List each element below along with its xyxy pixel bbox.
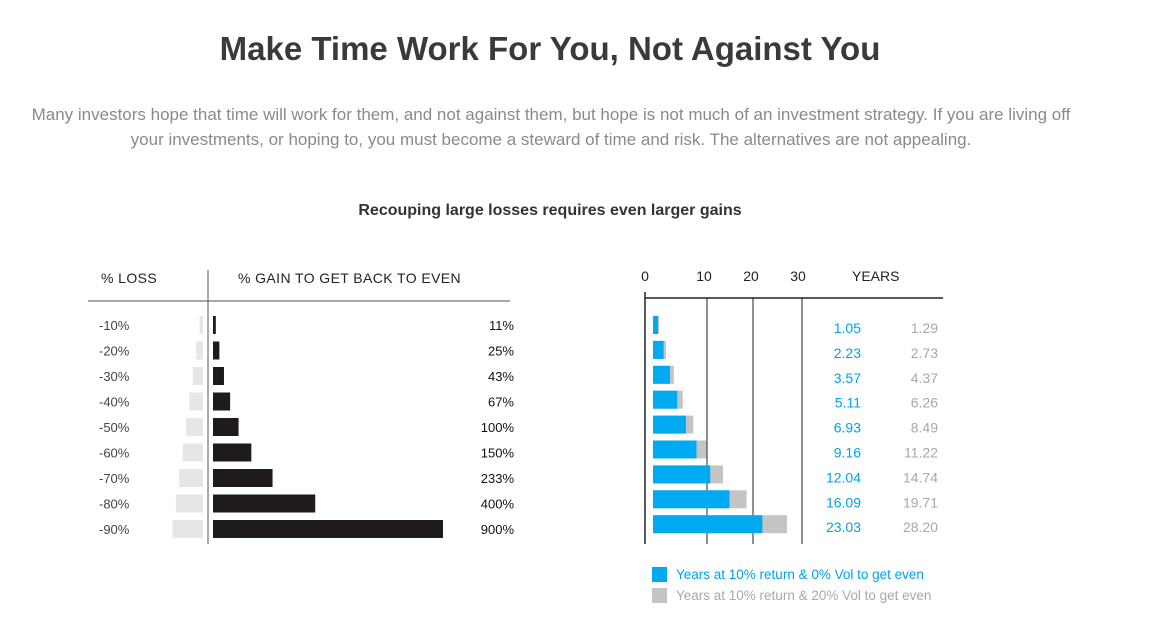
gain-bar: [213, 494, 316, 513]
gain-bar: [213, 392, 231, 411]
gain-label: 67%: [488, 395, 514, 410]
gain-bar: [213, 316, 216, 334]
loss-bar: [199, 316, 203, 334]
years-value-zero-vol: 5.11: [835, 395, 861, 411]
years-bar-zero-vol: [653, 440, 697, 459]
years-value-twenty-vol: 19.71: [903, 494, 938, 510]
gain-label: 11%: [489, 318, 514, 333]
loss-label: -20%: [99, 344, 130, 359]
years-value-zero-vol: 16.09: [826, 494, 861, 510]
legend-label-twenty-vol: Years at 10% return & 20% Vol to get eve…: [676, 587, 932, 603]
years-bar-zero-vol: [653, 465, 711, 484]
gain-bar: [213, 418, 239, 436]
years-tick-label: 10: [696, 268, 712, 284]
years-bar-zero-vol: [653, 340, 664, 359]
years-bar-zero-vol: [653, 365, 670, 384]
loss-gain-chart: % LOSS % GAIN TO GET BACK TO EVEN -10% 11…: [88, 270, 514, 544]
gain-label: 400%: [481, 497, 515, 512]
page-title: Make Time Work For You, Not Against You: [219, 30, 881, 67]
years-bar-zero-vol: [653, 390, 678, 409]
loss-label: -10%: [99, 318, 130, 333]
loss-bar: [189, 392, 203, 411]
loss-bar: [172, 520, 203, 538]
years-value-twenty-vol: 11.22: [904, 445, 938, 461]
loss-label: -30%: [99, 369, 130, 384]
years-value-twenty-vol: 8.49: [911, 420, 938, 436]
gain-label: 150%: [481, 446, 515, 461]
gain-label: 43%: [488, 369, 514, 384]
loss-bar: [175, 494, 203, 513]
loss-column-header: % LOSS: [101, 270, 157, 286]
years-value-twenty-vol: 6.26: [911, 395, 938, 411]
years-value-twenty-vol: 28.20: [903, 519, 938, 535]
years-value-twenty-vol: 4.37: [911, 370, 938, 386]
years-value-zero-vol: 3.57: [834, 370, 861, 386]
years-bar-zero-vol: [653, 515, 763, 534]
years-value-zero-vol: 12.04: [826, 469, 861, 485]
gain-bar: [213, 341, 220, 360]
legend-swatch-zero-vol: [652, 566, 667, 582]
loss-bar: [196, 341, 203, 360]
gain-label: 25%: [488, 344, 514, 359]
years-bar-zero-vol: [653, 316, 658, 334]
loss-label: -90%: [99, 522, 130, 537]
years-bars: 1.05 1.29 2.23 2.73 3.57 4.37 5.11 6.26 6.93 8.49…: [653, 316, 938, 535]
years-bar-zero-vol: [653, 490, 730, 509]
years-value-twenty-vol: 1.29: [911, 320, 938, 336]
years-tick-label: 30: [790, 268, 806, 284]
loss-bars: -10% 11% -20% 25% -30% 43% -40% 67% -50% 100% -60%…: [99, 316, 514, 538]
gain-column-header: % GAIN TO GET BACK TO EVEN: [238, 270, 461, 286]
gain-label: 100%: [481, 420, 515, 435]
intro-paragraph: Many investors hope that time will work …: [31, 105, 1071, 149]
loss-bar: [192, 367, 203, 385]
loss-label: -70%: [99, 471, 130, 486]
gain-label: 233%: [481, 471, 515, 486]
years-value-twenty-vol: 14.74: [903, 469, 938, 485]
legend-swatch-twenty-vol: [652, 587, 667, 603]
legend-label-zero-vol: Years at 10% return & 0% Vol to get even: [676, 566, 924, 582]
gain-bar: [213, 367, 224, 385]
years-value-zero-vol: 2.23: [834, 345, 861, 361]
years-bar-zero-vol: [653, 415, 686, 434]
loss-label: -80%: [99, 497, 130, 512]
years-value-zero-vol: 6.93: [834, 420, 861, 436]
chart-subtitle: Recouping large losses requires even lar…: [358, 202, 742, 219]
loss-label: -50%: [99, 420, 130, 435]
years-axis-label: YEARS: [852, 268, 899, 284]
loss-label: -40%: [99, 395, 130, 410]
loss-bar: [182, 443, 203, 462]
legend-item-twenty-vol: Years at 10% return & 20% Vol to get eve…: [652, 587, 931, 603]
gain-bar: [213, 469, 273, 487]
years-value-twenty-vol: 2.73: [911, 345, 938, 361]
gain-bar: [213, 443, 252, 462]
years-value-zero-vol: 23.03: [826, 519, 861, 535]
loss-label: -60%: [99, 446, 130, 461]
legend-item-zero-vol: Years at 10% return & 0% Vol to get even: [652, 566, 924, 582]
years-chart: YEARS 0 10 20 30 1.05 1.29 2.23 2.73 3.57 4.37 5.…: [641, 268, 943, 544]
gain-label: 900%: [481, 522, 515, 537]
years-value-zero-vol: 9.16: [834, 445, 861, 461]
years-value-zero-vol: 1.05: [834, 320, 861, 336]
years-tick-label: 20: [743, 268, 759, 284]
gain-bar: [213, 520, 443, 538]
loss-bar: [179, 469, 203, 487]
loss-bar: [186, 418, 203, 436]
years-tick-labels: 0 10 20 30: [641, 268, 806, 284]
years-tick-label: 0: [641, 268, 649, 284]
